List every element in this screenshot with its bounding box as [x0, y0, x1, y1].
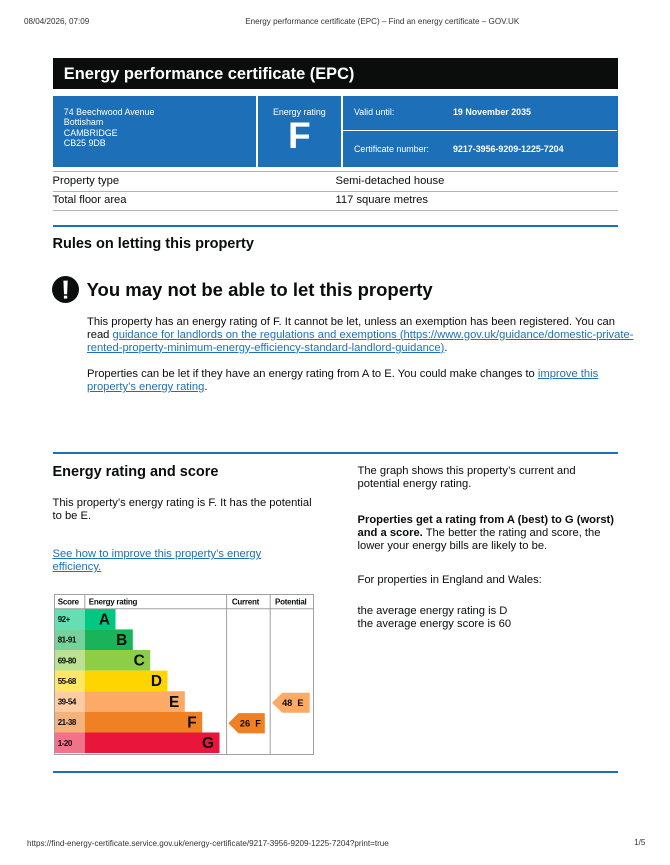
svg-text:A: A [98, 611, 109, 628]
svg-text:C: C [133, 652, 144, 669]
svg-text:B: B [116, 632, 127, 649]
svg-text:69-80: 69-80 [57, 656, 76, 665]
svg-text:26 F: 26 F [239, 718, 260, 728]
svg-text:92+: 92+ [57, 615, 70, 624]
svg-text:48 E: 48 E [282, 698, 303, 708]
svg-text:D: D [150, 673, 161, 690]
svg-text:21-38: 21-38 [57, 718, 76, 727]
svg-text:1-20: 1-20 [57, 738, 72, 747]
svg-text:Potential: Potential [275, 597, 307, 606]
svg-text:55-68: 55-68 [57, 676, 76, 685]
svg-text:81-91: 81-91 [57, 635, 76, 644]
svg-text:39-54: 39-54 [57, 697, 76, 706]
svg-text:E: E [169, 693, 179, 710]
svg-text:Current: Current [231, 597, 259, 606]
svg-text:G: G [202, 735, 214, 752]
svg-text:Score: Score [57, 597, 79, 606]
svg-text:F: F [187, 714, 196, 731]
svg-text:Energy rating: Energy rating [88, 597, 137, 606]
